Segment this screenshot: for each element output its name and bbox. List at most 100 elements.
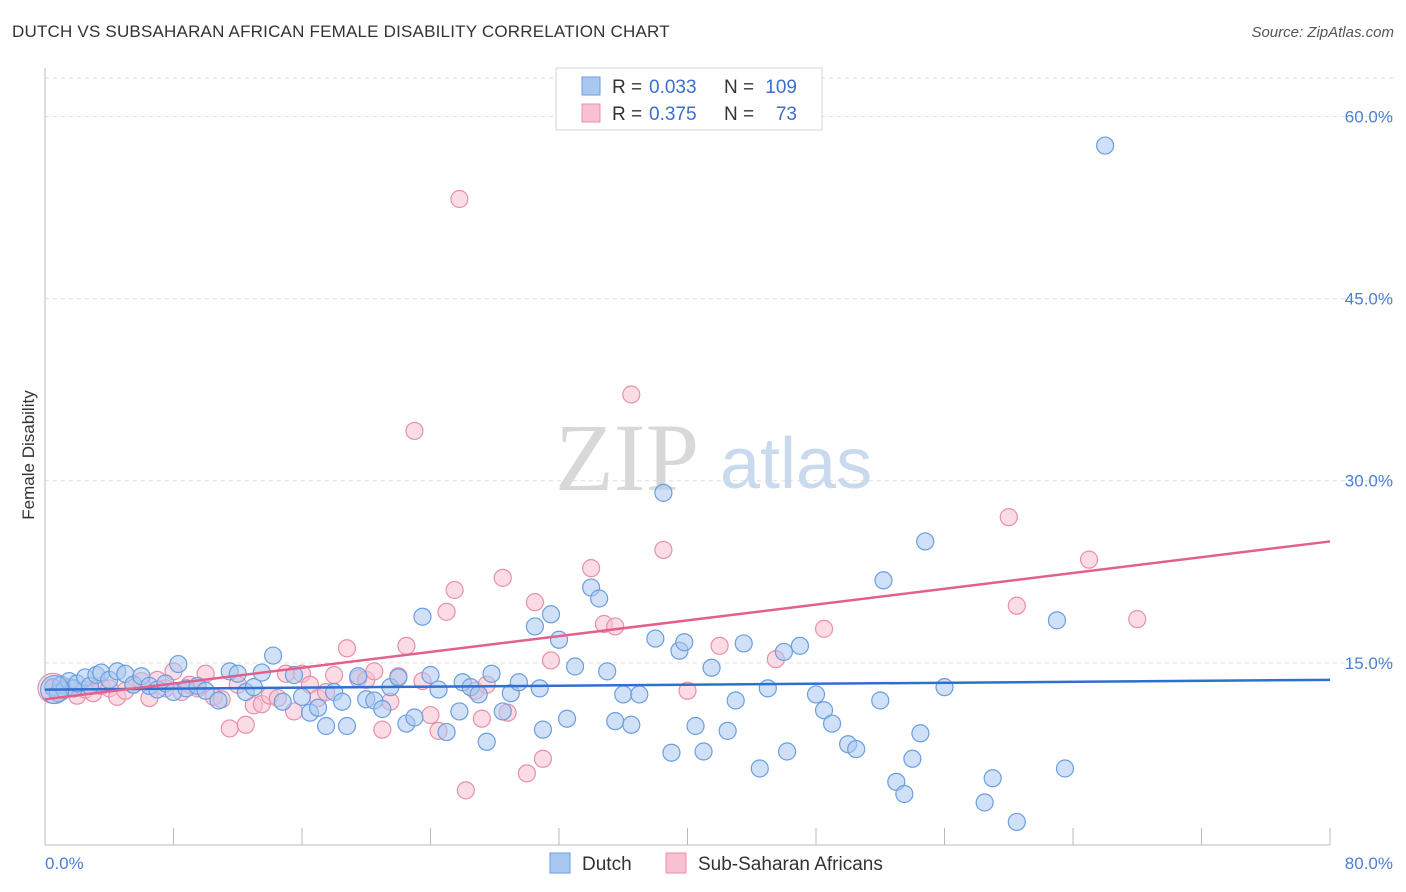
dutch-point	[308, 698, 328, 717]
dutch-point	[606, 712, 625, 731]
sub-saharan-point	[517, 764, 536, 783]
sub-saharan-point	[337, 639, 357, 658]
dutch-point	[405, 708, 424, 727]
dutch-point	[758, 679, 777, 698]
dutch-point	[337, 716, 357, 736]
dutch-point	[429, 680, 448, 699]
gridlines	[45, 77, 1395, 664]
dutch-point	[530, 679, 549, 698]
dutch-point	[983, 769, 1002, 788]
dutch-point	[734, 634, 753, 653]
sub-saharan-point	[493, 568, 512, 587]
dutch-point	[263, 646, 283, 665]
legend-top: R = 0.033 N = 109 R = 0.375 N = 73	[555, 67, 823, 131]
dutch-point	[1047, 611, 1067, 630]
dutch-point	[975, 793, 994, 812]
dutch-point	[437, 722, 456, 742]
legend-n-value-sub-saharan: 73	[776, 104, 797, 125]
sub-saharan-point	[710, 636, 729, 655]
dutch-point	[549, 630, 569, 649]
dutch-point	[777, 742, 797, 761]
chart-title: DUTCH VS SUBSAHARAN AFRICAN FEMALE DISAB…	[12, 22, 670, 41]
legend-bottom-swatch-sub-saharan	[665, 852, 687, 874]
dutch-point	[493, 702, 512, 721]
legend-bottom-label-sub-saharan: Sub-Saharan Africans	[698, 854, 883, 875]
y-tick-label: 15.0%	[1345, 654, 1393, 673]
legend-r-label-sub-saharan: R =	[612, 104, 642, 125]
sub-saharan-point	[654, 540, 673, 560]
dutch-point	[421, 665, 440, 685]
legend-bottom: Dutch Sub-Saharan Africans	[549, 852, 883, 875]
sub-saharan-point	[525, 593, 545, 612]
legend-n-label-dutch: N =	[724, 77, 754, 98]
sub-saharan-point	[437, 602, 456, 621]
dutch-point	[662, 743, 681, 762]
dutch-point	[598, 662, 617, 681]
dutch-point	[911, 724, 930, 743]
x-tick-label: 0.0%	[45, 854, 84, 873]
dutch-point	[349, 667, 368, 686]
dutch-point	[209, 691, 228, 710]
legend-r-label-dutch: R =	[612, 77, 642, 98]
sub-saharan-point	[397, 636, 416, 655]
series-dutch-points	[40, 136, 1115, 832]
dutch-point	[654, 483, 673, 502]
dutch-point	[1055, 759, 1075, 778]
dutch-point	[565, 657, 585, 676]
dutch-point	[814, 701, 834, 720]
dutch-point	[874, 571, 893, 590]
dutch-point	[196, 681, 215, 700]
dutch-point	[590, 589, 609, 608]
sub-saharan-point	[606, 617, 625, 636]
legend-bottom-swatch-dutch	[549, 852, 571, 874]
sub-saharan-point	[1079, 550, 1099, 569]
dutch-point	[469, 685, 488, 704]
axes	[44, 68, 1331, 846]
sub-saharan-point	[541, 651, 561, 670]
sub-saharan-point	[456, 781, 475, 800]
dutch-point	[895, 784, 914, 804]
dutch-point	[509, 673, 528, 692]
watermark-atlas: atlas	[720, 424, 872, 504]
dutch-point	[482, 664, 501, 683]
sub-saharan-point	[1007, 596, 1026, 615]
sub-saharan-point	[999, 508, 1018, 527]
dutch-point	[477, 732, 496, 751]
sub-saharan-point	[236, 715, 255, 734]
sub-saharan-point	[405, 421, 424, 441]
dutch-point	[557, 709, 577, 728]
sub-saharan-point	[373, 720, 392, 739]
dutch-point	[903, 749, 922, 768]
dutch-point	[750, 759, 769, 778]
dutch-point	[373, 699, 392, 719]
dutch-point	[389, 668, 408, 687]
dutch-point	[871, 691, 890, 710]
sub-saharan-point	[1128, 610, 1147, 629]
y-tick-labels: 15.0% 30.0% 45.0% 60.0%	[1345, 107, 1393, 672]
dutch-point	[702, 658, 721, 677]
y-tick-label: 60.0%	[1345, 107, 1393, 126]
sub-saharan-point	[678, 681, 697, 700]
y-axis-title: Female Disability	[19, 390, 38, 520]
dutch-point	[718, 721, 737, 740]
source-label: Source: ZipAtlas.com	[1251, 24, 1394, 41]
dutch-point	[790, 636, 810, 655]
x-tick-labels: 0.0% 80.0%	[45, 854, 1393, 873]
dutch-point	[413, 607, 432, 626]
trend-lines	[44, 540, 1331, 701]
legend-bottom-label-dutch: Dutch	[582, 854, 632, 875]
sub-saharan-point	[450, 189, 469, 209]
sub-saharan-point	[582, 559, 601, 578]
dutch-point	[694, 742, 713, 761]
sub-saharan-point	[533, 749, 553, 768]
dutch-point	[525, 617, 545, 636]
sub-saharan-point	[421, 705, 440, 725]
sub-saharan-point	[472, 709, 491, 728]
sub-saharan-point	[365, 662, 384, 681]
dutch-point	[273, 692, 292, 711]
dutch-point	[630, 685, 649, 704]
legend-r-value-dutch: 0.033	[649, 77, 697, 98]
dutch-point	[333, 692, 352, 711]
dutch-point	[450, 702, 469, 721]
